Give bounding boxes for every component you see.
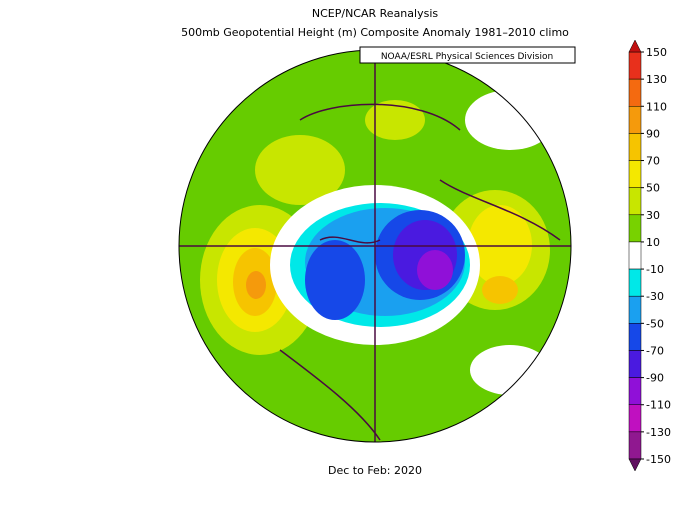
colorbar: 150 130 110 90 70 50 30 10 -10 -30 -50 -70 -90 -110 -1…: [628, 39, 671, 472]
title: NCEP/NCAR Reanalysis: [312, 7, 438, 20]
colorbar-under-arrow: [628, 458, 642, 472]
colorbar-segment: [628, 241, 642, 270]
anomaly-area: [246, 271, 266, 299]
subtitle: 500mb Geopotential Height (m) Composite …: [181, 26, 569, 39]
colorbar-segment: [628, 51, 642, 80]
anomaly-area: [255, 135, 345, 205]
anomaly-area: [482, 276, 518, 304]
map: [179, 50, 571, 442]
credit-box: [359, 46, 576, 64]
colorbar-segment: [628, 431, 642, 460]
colorbar-tick-label: -130: [646, 426, 671, 439]
anomaly-area: [365, 100, 425, 140]
colorbar-tick-label: -10: [646, 263, 664, 276]
colorbar-tick-label: -150: [646, 453, 671, 466]
colorbar-over-arrow: [628, 39, 642, 53]
colorbar-tick-label: 30: [646, 209, 660, 222]
colorbar-tick-label: 130: [646, 73, 667, 86]
colorbar-segment: [628, 214, 642, 243]
anomaly-area: [305, 240, 365, 320]
credit: NOAA/ESRL Physical Sciences Division: [381, 52, 553, 62]
colorbar-tick-label: -50: [646, 317, 664, 330]
colorbar-tick-label: -110: [646, 399, 671, 412]
colorbar-tick-label: 50: [646, 182, 660, 195]
coastline: [279, 103, 561, 441]
colorbar-tick-label: -70: [646, 344, 664, 357]
colorbar-tick-label: 10: [646, 236, 660, 249]
colorbar-segment: [628, 106, 642, 134]
colorbar-tick-label: -30: [646, 290, 664, 303]
anomaly-area: [417, 250, 453, 290]
colorbar-tick-label: 90: [646, 127, 660, 140]
colorbar-tick-label: 150: [646, 46, 667, 59]
anomaly-area: [468, 205, 532, 285]
colorbar-segment: [628, 377, 642, 405]
colorbar-segment: [628, 78, 642, 107]
colorbar-segment: [628, 404, 642, 433]
colorbar-segment: [628, 295, 642, 324]
colorbar-segment: [628, 160, 642, 188]
anomaly-area: [465, 90, 555, 150]
colorbar-segment: [628, 350, 642, 378]
colorbar-segment: [628, 268, 642, 297]
colorbar-tick-label: 110: [646, 100, 667, 113]
colorbar-tick-label: 70: [646, 155, 660, 168]
colorbar-tick-label: -90: [646, 372, 664, 385]
colorbar-segment: [628, 187, 642, 216]
colorbar-segment: [628, 133, 642, 161]
colorbar-segment: [628, 323, 642, 351]
period-label: Dec to Feb: 2020: [328, 464, 422, 477]
